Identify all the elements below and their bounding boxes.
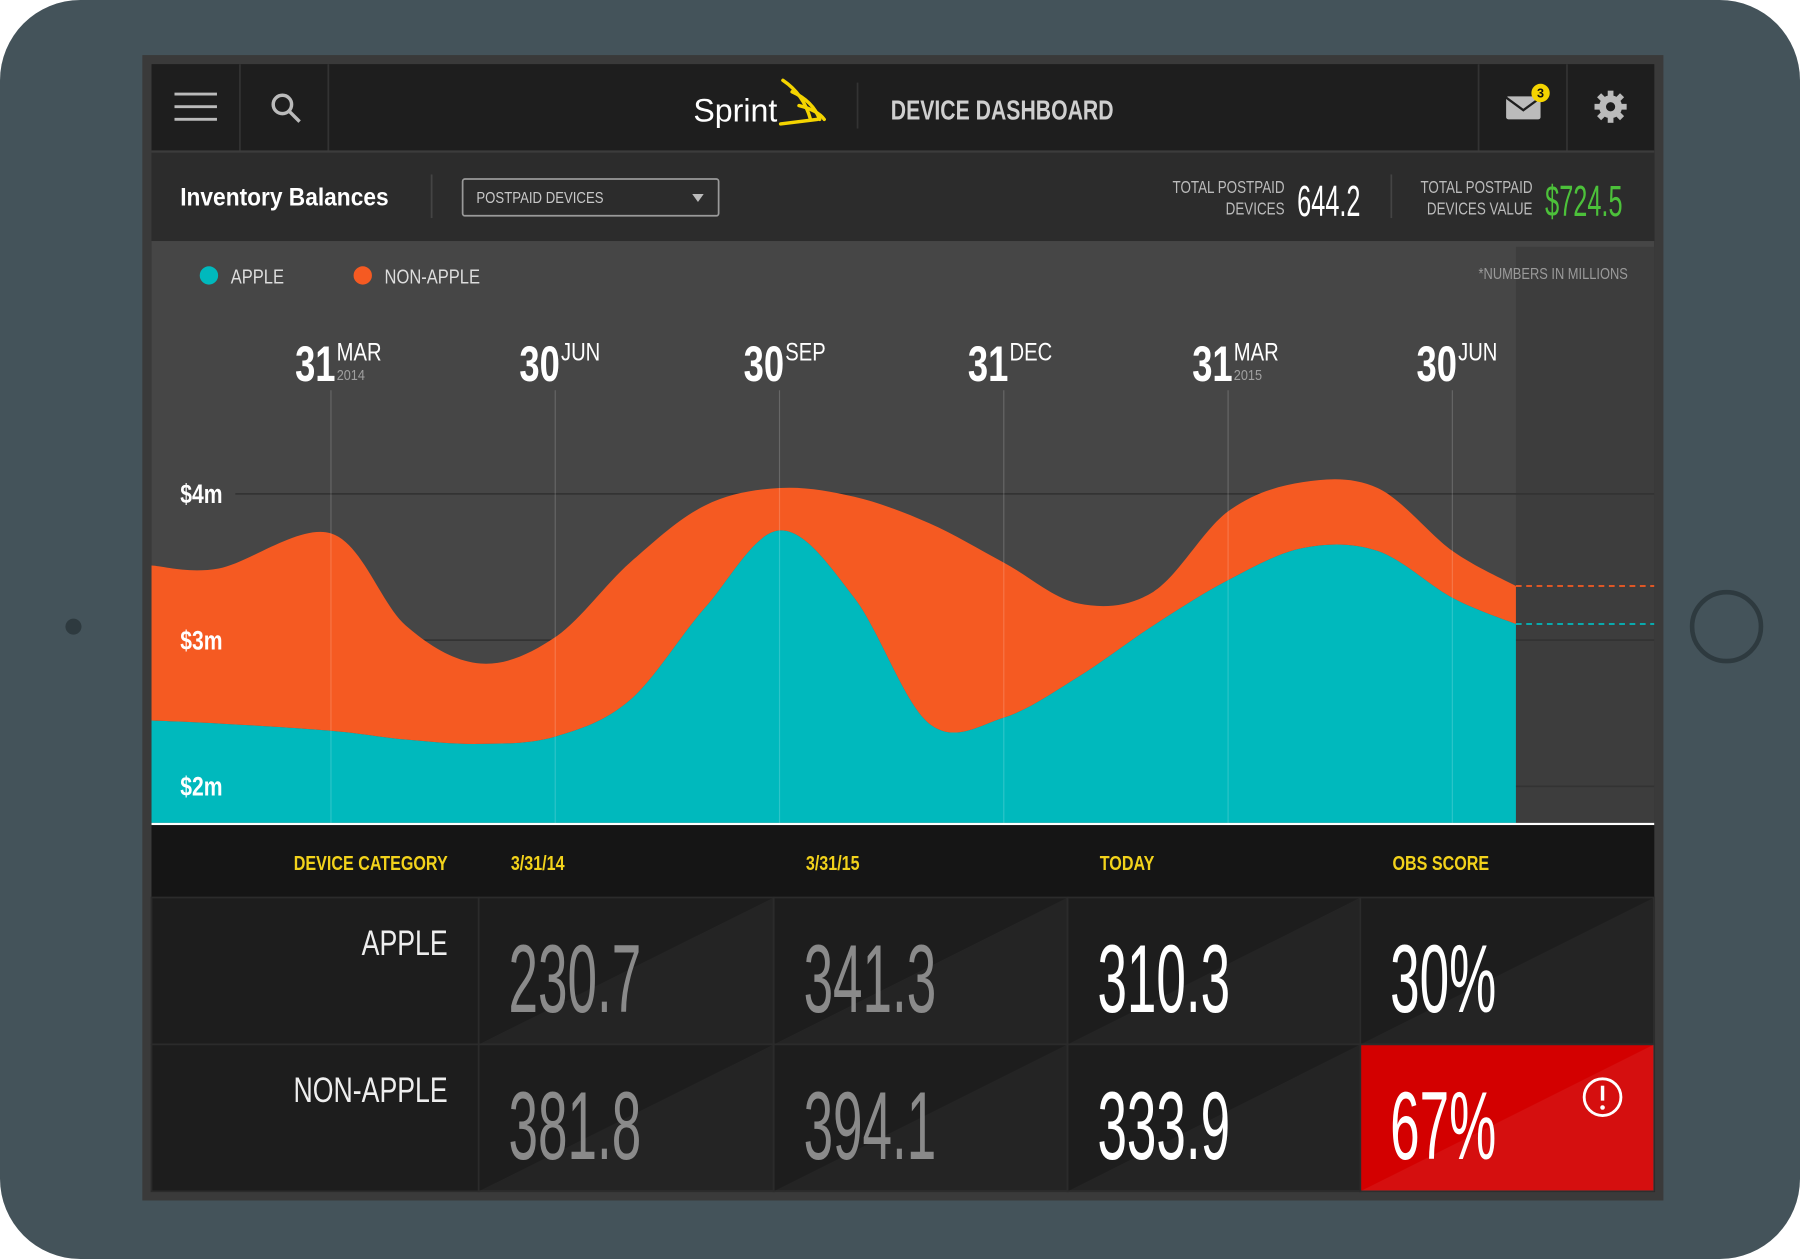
date-day: 30	[744, 336, 784, 392]
home-button[interactable]	[1689, 589, 1764, 664]
table-value: 381.8	[509, 1074, 642, 1181]
table-value: 230.7	[509, 927, 642, 1034]
row-label: APPLE	[362, 923, 448, 963]
column-header: OBS SCORE	[1392, 851, 1489, 874]
alert-icon	[1600, 1105, 1605, 1110]
table-value: 310.3	[1097, 927, 1230, 1034]
table-cell	[772, 1043, 1069, 1193]
alert-cell	[1359, 1043, 1656, 1193]
legend-label: NON-APPLE	[385, 265, 480, 288]
column-header: DEVICE CATEGORY	[294, 851, 448, 874]
logo-text: Sprint	[693, 93, 777, 129]
date-day: 31	[295, 336, 335, 392]
date-month: MAR	[1234, 337, 1279, 366]
date-month: JUN	[1458, 337, 1497, 366]
date-day: 30	[519, 336, 559, 392]
y-tick-label: $4m	[180, 480, 222, 510]
header-dividers	[239, 64, 1568, 152]
stat-value: $724.5	[1545, 177, 1622, 226]
y-tick-label: $3m	[180, 626, 222, 656]
table-value: 30%	[1390, 927, 1496, 1034]
search-button[interactable]	[271, 93, 301, 123]
table-value: 333.9	[1097, 1074, 1230, 1181]
date-year: 2015	[1234, 366, 1262, 383]
table-cell	[477, 896, 775, 1046]
stat-label: TOTAL POSTPAID	[1420, 178, 1532, 197]
date-month: JUN	[561, 337, 600, 366]
settings-button[interactable]	[1594, 90, 1627, 123]
sprint-logo-mark	[778, 78, 826, 126]
alert-icon	[1582, 1077, 1623, 1117]
dropdown[interactable]	[461, 178, 720, 217]
date-day: 30	[1416, 336, 1456, 392]
date-month: SEP	[785, 337, 825, 366]
table-value: 394.1	[804, 1074, 937, 1181]
date-year: 2014	[337, 366, 365, 383]
table-cell	[1359, 896, 1656, 1046]
column-header: 3/31/14	[511, 851, 565, 874]
date-day: 31	[968, 336, 1008, 392]
texts: Sprint DEVICE DASHBOARD 3 Inventory Balance…	[180, 87, 1628, 1181]
column-header: TODAY	[1100, 851, 1155, 874]
section-title: Inventory Balances	[180, 183, 388, 211]
table-cell	[150, 1043, 480, 1193]
projection-background	[1515, 246, 1655, 823]
notification-count: 3	[1537, 87, 1544, 101]
chart-note: *NUMBERS IN MILLIONS	[1479, 266, 1629, 284]
stat-label: DEVICES VALUE	[1427, 200, 1533, 219]
legend-swatch	[353, 266, 372, 285]
legend-label: APPLE	[231, 265, 284, 288]
date-month: MAR	[337, 337, 382, 366]
toolbar	[151, 151, 1655, 242]
date-day: 31	[1192, 336, 1232, 392]
table-header-row	[151, 825, 1655, 898]
stat-label: TOTAL POSTPAID	[1172, 178, 1284, 197]
table-cell	[1066, 896, 1362, 1046]
y-tick-label: $2m	[180, 772, 222, 802]
column-header: 3/31/15	[806, 851, 860, 874]
menu-button[interactable]	[161, 73, 232, 142]
date-month: DEC	[1010, 337, 1053, 366]
stat-value: 644.2	[1297, 177, 1360, 226]
camera	[65, 618, 82, 635]
dropdown-label: POSTPAID DEVICES	[476, 190, 603, 207]
chart	[151, 246, 1655, 823]
page-title: DEVICE DASHBOARD	[891, 96, 1114, 126]
table-value: 341.3	[804, 927, 937, 1034]
legend-swatch	[199, 266, 219, 285]
table-cell	[477, 1043, 775, 1193]
table-cell	[150, 896, 480, 1046]
row-label: NON-APPLE	[294, 1070, 448, 1110]
header-bar	[151, 64, 1655, 152]
cell-shine	[1360, 1044, 1655, 1192]
table-value: 67%	[1390, 1074, 1496, 1181]
apple-area	[151, 530, 1516, 823]
table	[150, 825, 1656, 1193]
mail-button[interactable]	[1505, 83, 1550, 120]
stat-label: DEVICES	[1226, 200, 1285, 219]
non-apple-area	[151, 479, 1516, 744]
